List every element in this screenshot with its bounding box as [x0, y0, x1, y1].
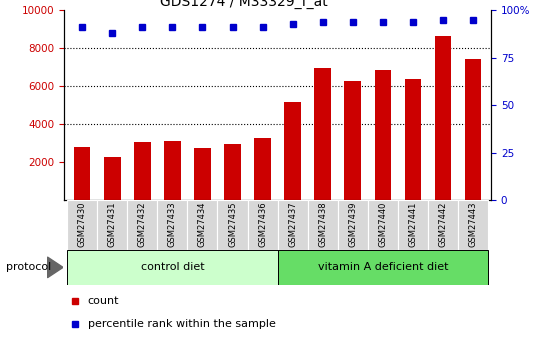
- Bar: [435, 36, 451, 200]
- Bar: [254, 138, 271, 200]
- Bar: [428, 200, 458, 250]
- Bar: [398, 200, 428, 250]
- Polygon shape: [47, 257, 63, 278]
- Bar: [465, 59, 481, 200]
- Text: GSM27435: GSM27435: [228, 201, 237, 247]
- Bar: [67, 200, 97, 250]
- Bar: [374, 70, 391, 200]
- Text: GSM27430: GSM27430: [78, 201, 86, 247]
- Bar: [405, 79, 421, 200]
- Bar: [248, 200, 278, 250]
- Text: GSM27432: GSM27432: [138, 201, 147, 247]
- Text: GSM27440: GSM27440: [378, 201, 387, 247]
- Bar: [278, 200, 307, 250]
- Text: GSM27443: GSM27443: [469, 201, 478, 247]
- Text: vitamin A deficient diet: vitamin A deficient diet: [318, 263, 448, 272]
- Bar: [187, 200, 218, 250]
- Text: control diet: control diet: [141, 263, 204, 272]
- Bar: [104, 157, 121, 200]
- Bar: [338, 200, 368, 250]
- Bar: [157, 200, 187, 250]
- Bar: [218, 200, 248, 250]
- Bar: [458, 200, 488, 250]
- Text: protocol: protocol: [6, 263, 51, 272]
- Text: count: count: [88, 296, 119, 306]
- Bar: [368, 200, 398, 250]
- Text: GSM27441: GSM27441: [408, 201, 417, 247]
- Bar: [67, 250, 278, 285]
- Text: GSM27434: GSM27434: [198, 201, 207, 247]
- Bar: [314, 68, 331, 200]
- Bar: [224, 144, 241, 200]
- Bar: [278, 250, 488, 285]
- Bar: [194, 148, 211, 200]
- Text: GSM27437: GSM27437: [288, 201, 297, 247]
- Text: GSM27442: GSM27442: [439, 201, 448, 247]
- Text: GSM27431: GSM27431: [108, 201, 117, 247]
- Bar: [307, 200, 338, 250]
- Text: GSM27436: GSM27436: [258, 201, 267, 247]
- Bar: [74, 147, 90, 200]
- Text: GSM27439: GSM27439: [348, 201, 357, 247]
- Bar: [127, 200, 157, 250]
- Text: GSM27433: GSM27433: [168, 201, 177, 247]
- Bar: [134, 142, 151, 200]
- Bar: [164, 141, 181, 200]
- Bar: [97, 200, 127, 250]
- Bar: [285, 102, 301, 200]
- Title: GDS1274 / M33329_f_at: GDS1274 / M33329_f_at: [160, 0, 328, 9]
- Text: percentile rank within the sample: percentile rank within the sample: [88, 319, 276, 328]
- Bar: [344, 81, 361, 200]
- Text: GSM27438: GSM27438: [318, 201, 327, 247]
